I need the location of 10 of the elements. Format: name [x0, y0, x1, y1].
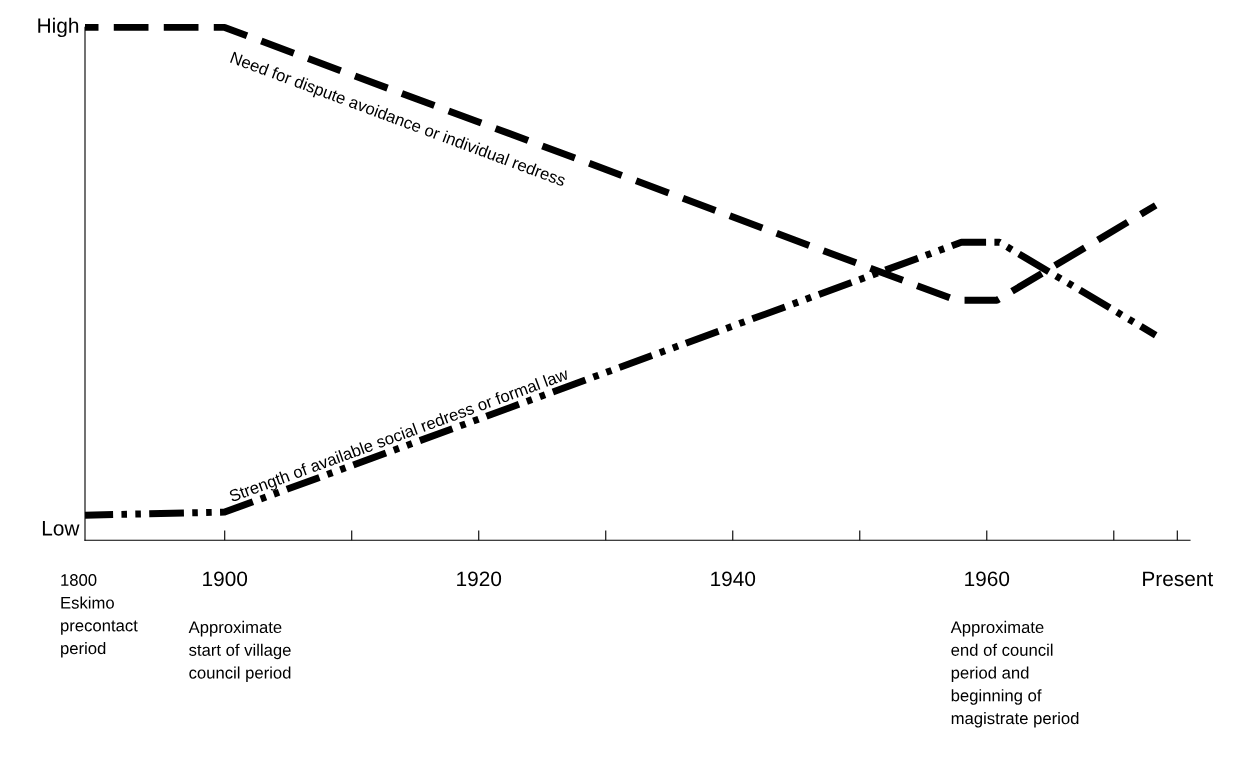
x-tick-label: 1960 — [965, 571, 1010, 587]
x-tick-label: 1920 — [457, 571, 502, 587]
x-tick-label: 1900 — [203, 571, 248, 587]
x-tick-label: 1940 — [711, 571, 756, 587]
text: Approximate start of village council period — [188, 620, 291, 682]
text: High — [38, 17, 79, 38]
text: 1800 Eskimo precontact period — [61, 574, 138, 658]
text: Approximate end of council period and beginning of magistrate period — [950, 620, 1079, 728]
text: Low — [42, 521, 80, 536]
x-tick-label: Present — [1143, 571, 1214, 587]
